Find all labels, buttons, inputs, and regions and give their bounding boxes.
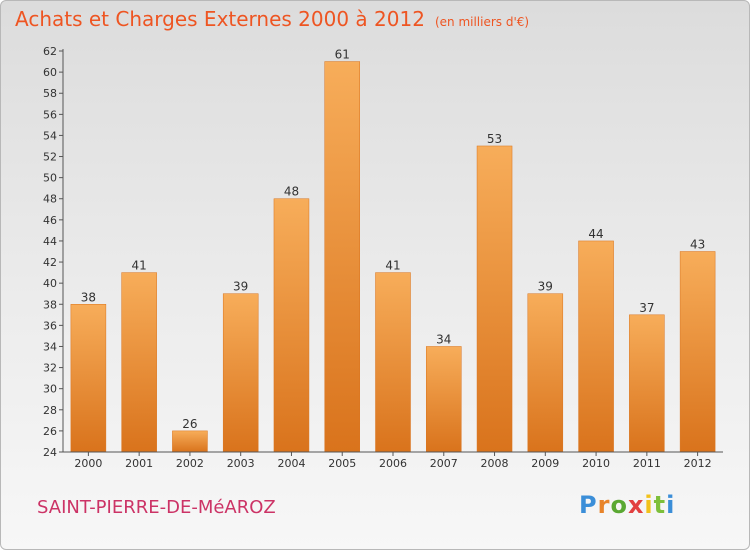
y-tick-56: 56: [43, 108, 57, 121]
bar-2005: [324, 61, 360, 453]
chart-title-text: Achats et Charges Externes 2000 à 2012: [15, 7, 425, 31]
y-tick-28: 28: [43, 404, 57, 417]
value-label-2001: 41: [132, 259, 147, 273]
logo-letter: i: [666, 491, 676, 519]
y-tick-52: 52: [43, 151, 57, 164]
value-label-2005: 61: [335, 48, 350, 62]
y-tick-24: 24: [43, 446, 57, 459]
y-tick-48: 48: [43, 193, 57, 206]
x-tick-2004: 2004: [277, 457, 305, 470]
bar-2009: [527, 293, 564, 453]
value-label-2000: 38: [81, 290, 96, 304]
x-tick-2008: 2008: [481, 457, 509, 470]
logo-letter: o: [610, 491, 628, 519]
value-label-2006: 41: [385, 259, 400, 273]
y-tick-58: 58: [43, 87, 57, 100]
logo-letter: r: [597, 491, 611, 519]
bars-layer: 38 41 26 39 48 61 41 34 53 39 44 37 43: [70, 48, 716, 453]
bar-2006: [375, 272, 411, 453]
value-label-2011: 37: [639, 301, 654, 315]
bar-2011: [629, 314, 665, 453]
x-tick-2002: 2002: [176, 457, 204, 470]
proxiti-logo: Proxiti: [579, 491, 675, 519]
bar-2008: [476, 145, 513, 453]
value-label-2004: 48: [284, 185, 299, 199]
y-tick-32: 32: [43, 362, 57, 375]
y-tick-62: 62: [43, 45, 57, 58]
bar-2000: [70, 304, 107, 453]
bar-2007: [426, 346, 462, 453]
x-tick-2000: 2000: [74, 457, 102, 470]
value-label-2008: 53: [487, 132, 502, 146]
y-tick-44: 44: [43, 235, 57, 248]
x-tick-2011: 2011: [633, 457, 661, 470]
chart-title: Achats et Charges Externes 2000 à 2012 (e…: [15, 7, 529, 31]
y-tick-54: 54: [43, 129, 57, 142]
y-tick-34: 34: [43, 340, 57, 353]
logo-letter: t: [653, 491, 667, 519]
value-label-2012: 43: [690, 238, 705, 252]
x-tick-2003: 2003: [227, 457, 255, 470]
y-tick-26: 26: [43, 425, 57, 438]
value-label-2007: 34: [436, 332, 451, 346]
y-tick-42: 42: [43, 256, 57, 269]
x-tick-2005: 2005: [328, 457, 356, 470]
bar-2004: [273, 198, 310, 453]
logo-letter: i: [644, 491, 654, 519]
value-label-2003: 39: [233, 280, 248, 294]
x-tick-2006: 2006: [379, 457, 407, 470]
value-label-2009: 39: [538, 280, 553, 294]
bar-2003: [222, 293, 259, 453]
value-label-2010: 44: [588, 227, 603, 241]
x-tick-2010: 2010: [582, 457, 610, 470]
y-tick-30: 30: [43, 383, 57, 396]
bar-2002: [172, 430, 208, 453]
value-label-2002: 26: [182, 417, 197, 431]
y-tick-50: 50: [43, 172, 57, 185]
x-tick-2012: 2012: [684, 457, 712, 470]
bar-2012: [679, 251, 716, 453]
commune-name: SAINT-PIERRE-DE-MéAROZ: [37, 497, 276, 518]
x-tick-2001: 2001: [125, 457, 153, 470]
y-tick-38: 38: [43, 298, 57, 311]
y-tick-46: 46: [43, 214, 57, 227]
chart-subtitle: (en milliers d'€): [434, 15, 530, 29]
bar-2010: [578, 240, 614, 453]
y-tick-40: 40: [43, 277, 57, 290]
x-tick-2009: 2009: [531, 457, 559, 470]
logo-letter: P: [579, 491, 598, 519]
logo-letter: x: [627, 491, 645, 519]
axes-layer: 2000 2001 2002 2003 2004 2005 2006 2007 2008 2009…: [43, 45, 723, 470]
bar-2001: [121, 272, 157, 453]
x-tick-2007: 2007: [430, 457, 458, 470]
y-tick-60: 60: [43, 66, 57, 79]
y-tick-36: 36: [43, 319, 57, 332]
